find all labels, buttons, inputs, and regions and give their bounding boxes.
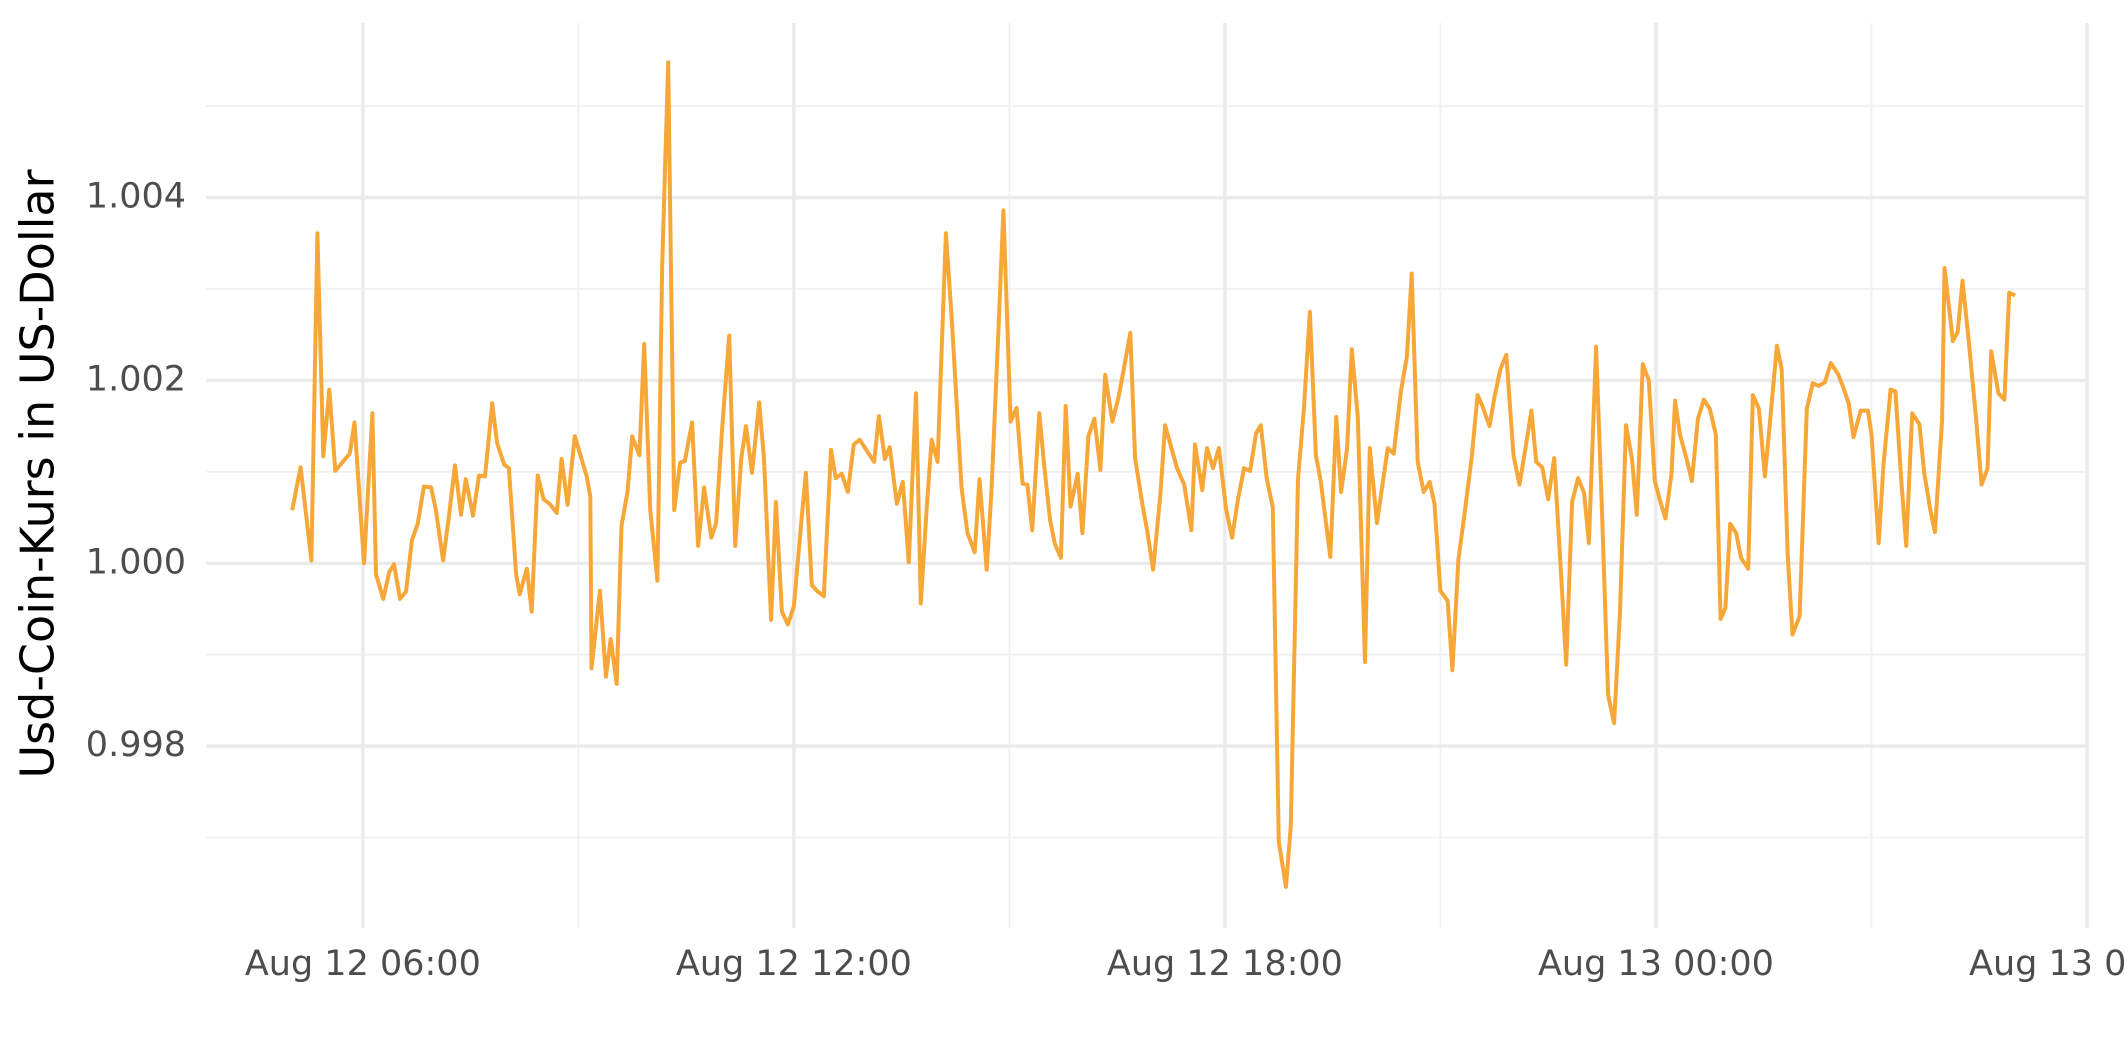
- y-tick-label: 1.002: [86, 359, 186, 399]
- x-tick-label: Aug 13 06:00: [1969, 944, 2125, 984]
- x-tick-label: Aug 12 18:00: [1107, 944, 1343, 984]
- x-tick-label: Aug 12 12:00: [676, 944, 912, 984]
- x-tick-label: Aug 13 00:00: [1538, 944, 1774, 984]
- y-tick-label: 1.004: [86, 177, 186, 217]
- price-line: [290, 60, 2017, 889]
- y-tick-label: 0.998: [86, 725, 186, 765]
- x-tick-label: Aug 12 06:00: [245, 944, 481, 984]
- y-tick-label: 1.000: [86, 542, 186, 582]
- y-axis-title: Usd-Coin-Kurs in US-Dollar: [11, 169, 65, 778]
